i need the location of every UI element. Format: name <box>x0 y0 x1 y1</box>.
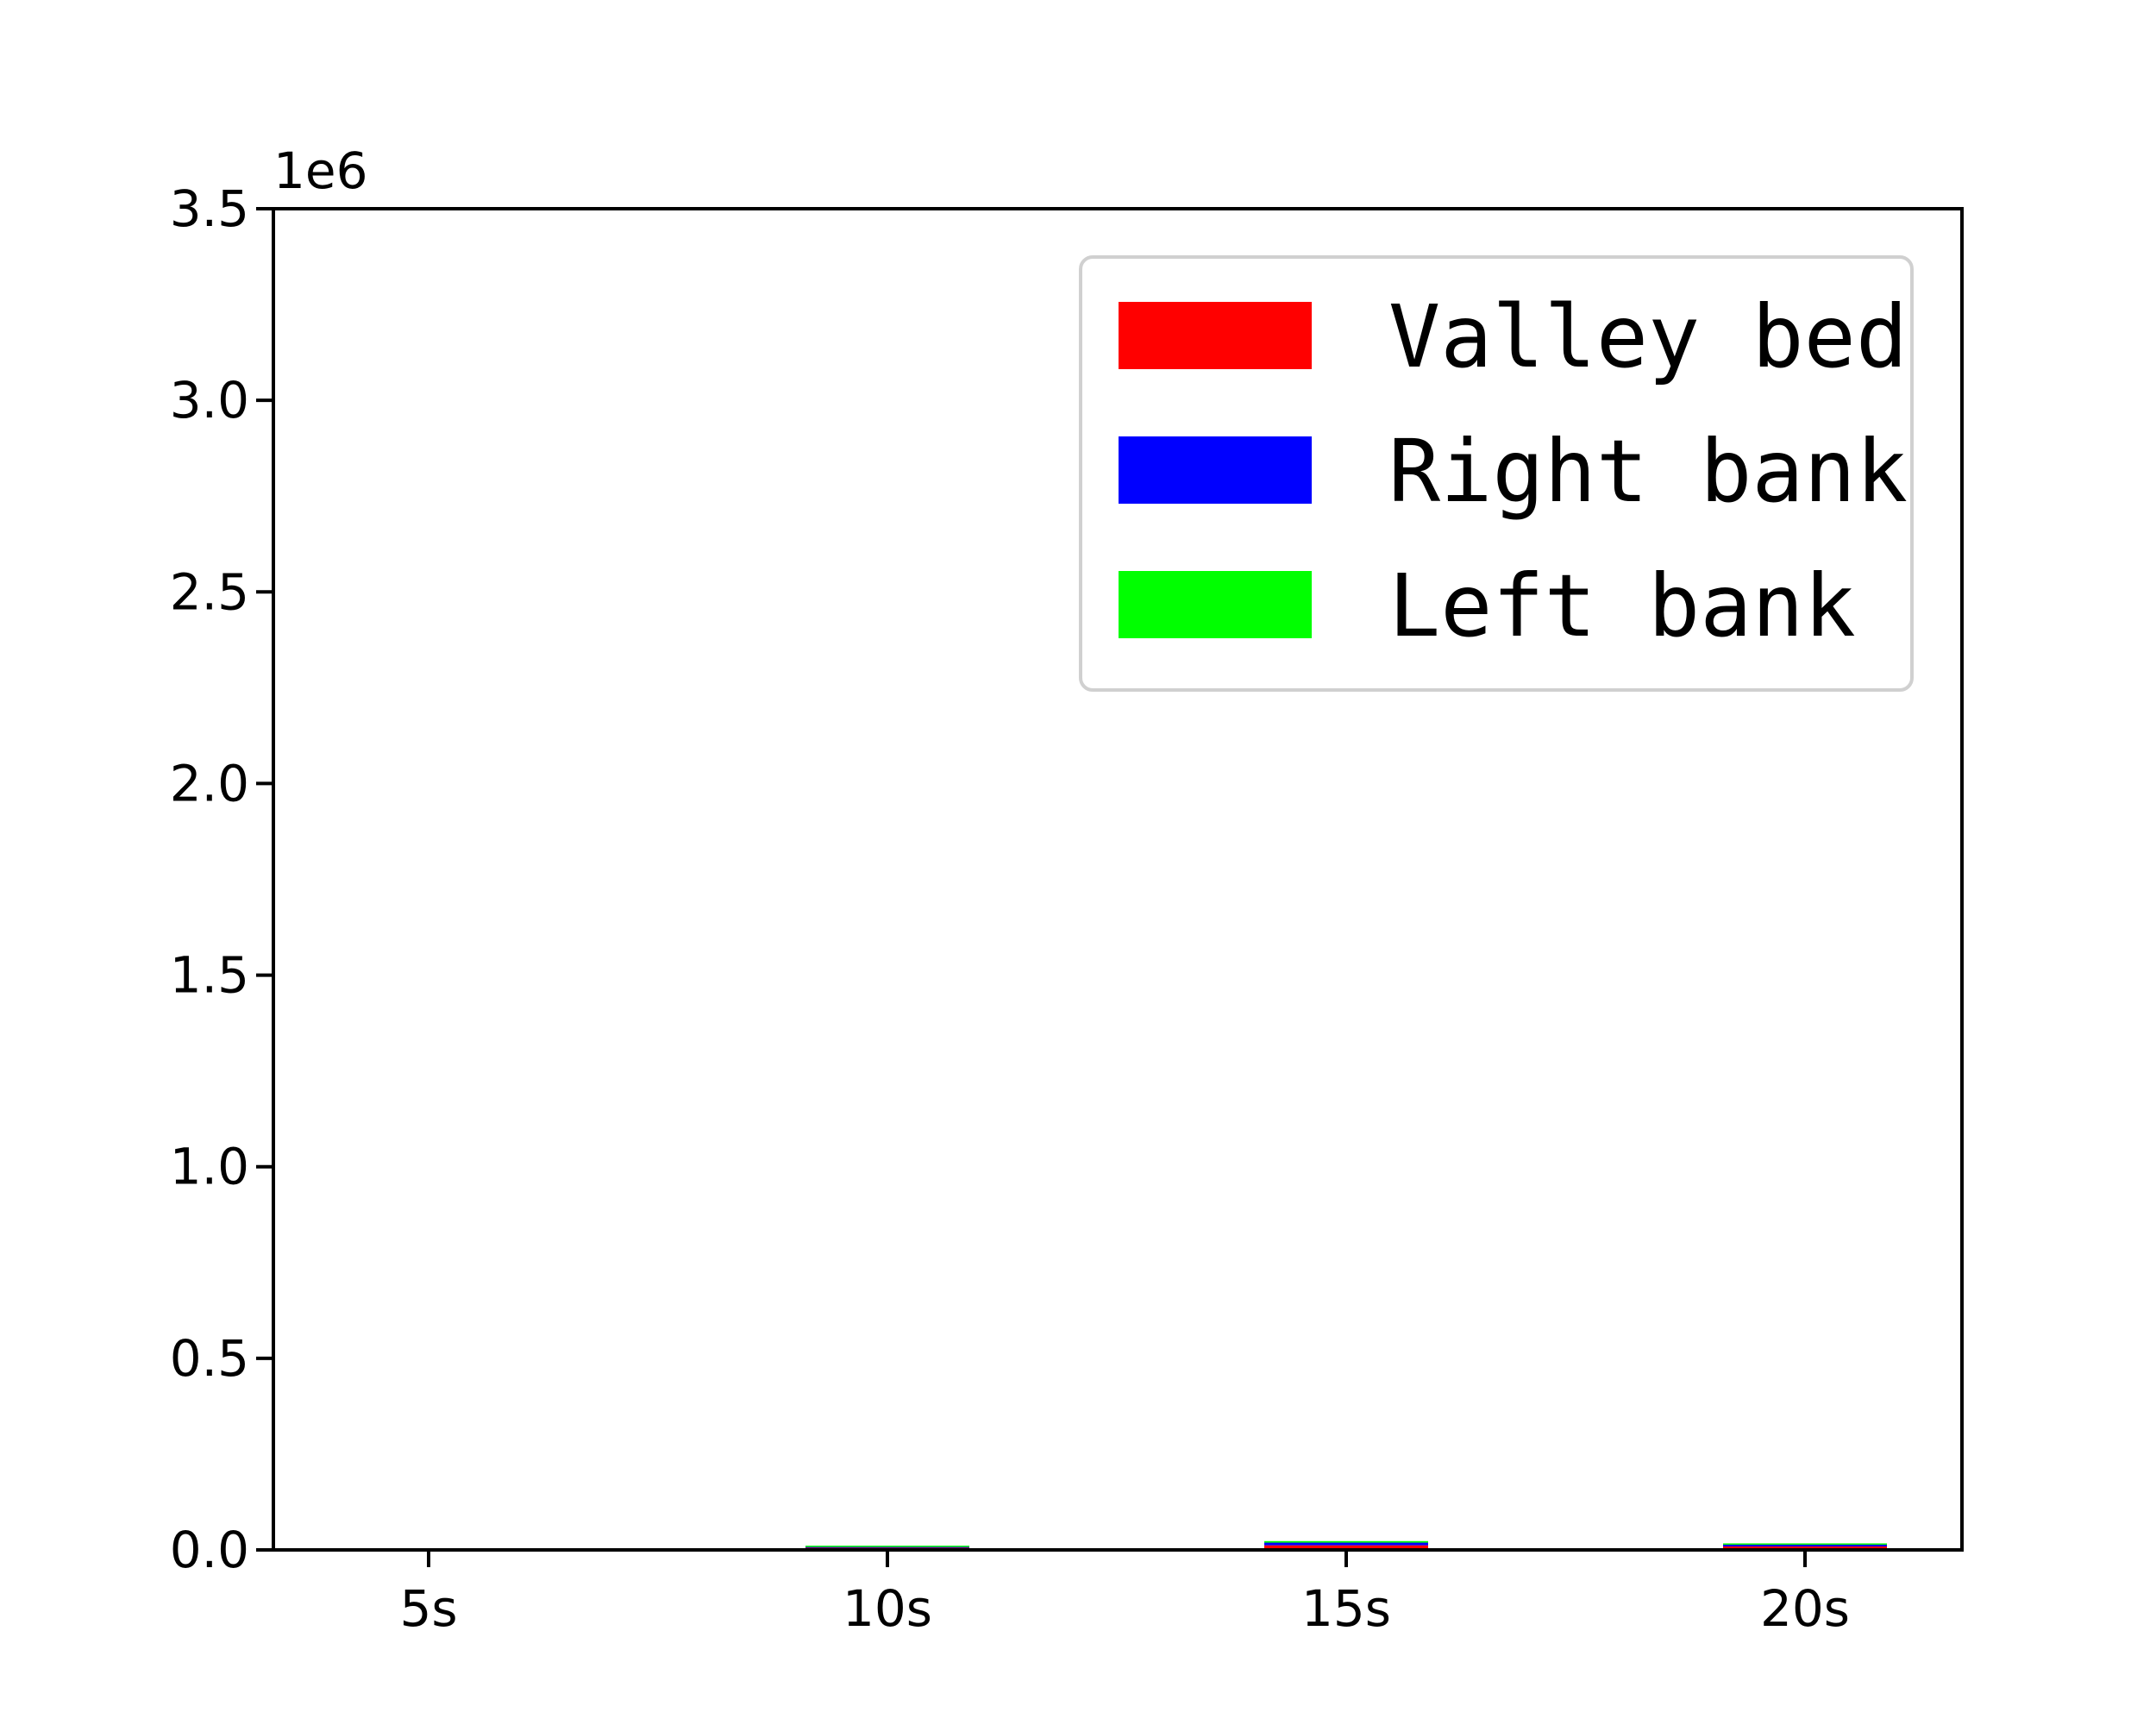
y-tick-label: 2.0 <box>170 754 249 812</box>
bar-right-bank-20s <box>1723 1544 1887 1547</box>
legend-label-valley-bed: Valley bed <box>1388 286 1908 387</box>
y-tick-label: 1.0 <box>170 1138 249 1196</box>
bar-left-bank-15s <box>1264 1540 1428 1543</box>
y-tick-label: 3.5 <box>170 179 249 238</box>
legend: Valley bed Right bank Left bank <box>1079 255 1914 692</box>
y-tick-label: 0.5 <box>170 1329 249 1388</box>
bar-valley-bed-15s <box>1264 1545 1428 1550</box>
y-tick-label: 3.0 <box>170 371 249 430</box>
x-tick-label: 20s <box>1760 1579 1850 1638</box>
x-tick-label: 15s <box>1301 1579 1391 1638</box>
legend-swatch-right-bank <box>1119 436 1312 504</box>
legend-swatch-valley-bed <box>1119 302 1312 369</box>
y-tick-label: 1.5 <box>170 946 249 1005</box>
x-tick-label: 10s <box>843 1579 932 1638</box>
plot-frame <box>272 207 1964 1552</box>
x-tick-label: 5s <box>399 1579 457 1638</box>
bar-left-bank-10s <box>805 1546 969 1547</box>
legend-swatch-left-bank <box>1119 571 1312 638</box>
y-axis: 0.0 0.5 1.0 1.5 2.0 2.5 3.0 3.5 <box>170 179 273 1579</box>
y-axis-offset-label: 1e6 <box>273 141 368 200</box>
bar-right-bank-15s <box>1264 1542 1428 1546</box>
legend-label-right-bank: Right bank <box>1388 421 1908 522</box>
bar-right-bank-10s <box>805 1546 969 1548</box>
x-axis: 5s 10s 15s 20s <box>399 1550 1850 1638</box>
y-tick-label: 2.5 <box>170 562 249 621</box>
bar-left-bank-20s <box>1723 1543 1887 1545</box>
y-tick-label: 0.0 <box>170 1521 249 1579</box>
legend-label-left-bank: Left bank <box>1388 555 1856 656</box>
